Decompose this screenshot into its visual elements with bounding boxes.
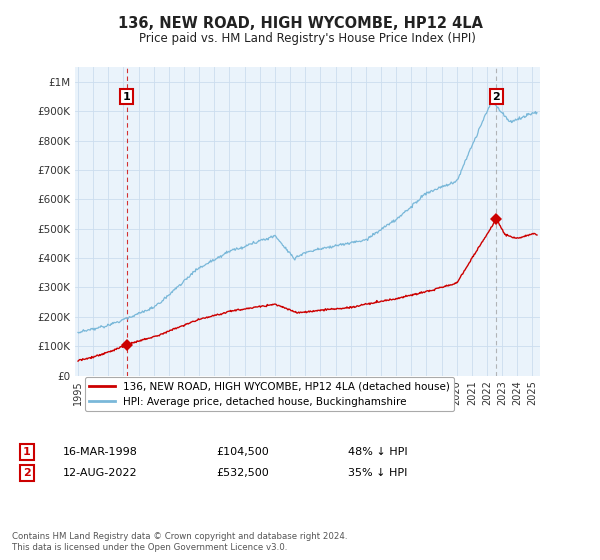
Text: 2: 2 (23, 468, 31, 478)
Text: 136, NEW ROAD, HIGH WYCOMBE, HP12 4LA: 136, NEW ROAD, HIGH WYCOMBE, HP12 4LA (118, 16, 482, 31)
Text: 1: 1 (23, 447, 31, 457)
Text: 12-AUG-2022: 12-AUG-2022 (63, 468, 137, 478)
Text: 2: 2 (493, 92, 500, 101)
Legend: 136, NEW ROAD, HIGH WYCOMBE, HP12 4LA (detached house), HPI: Average price, deta: 136, NEW ROAD, HIGH WYCOMBE, HP12 4LA (d… (85, 377, 454, 411)
Text: 16-MAR-1998: 16-MAR-1998 (63, 447, 138, 457)
Text: Contains HM Land Registry data © Crown copyright and database right 2024.
This d: Contains HM Land Registry data © Crown c… (12, 532, 347, 552)
Text: £104,500: £104,500 (216, 447, 269, 457)
Text: 35% ↓ HPI: 35% ↓ HPI (348, 468, 407, 478)
Title: Price paid vs. HM Land Registry's House Price Index (HPI): Price paid vs. HM Land Registry's House … (139, 32, 476, 45)
Text: 48% ↓ HPI: 48% ↓ HPI (348, 447, 407, 457)
Text: £532,500: £532,500 (216, 468, 269, 478)
Text: 1: 1 (123, 92, 131, 101)
